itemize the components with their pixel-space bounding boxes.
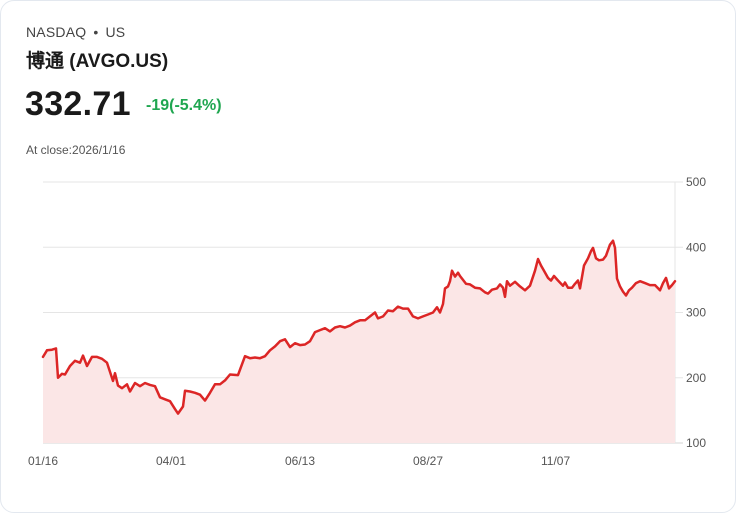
exchange-label: NASDAQ • US [26, 24, 125, 40]
close-timestamp: At close:2026/1/16 [26, 143, 126, 157]
x-tick-label: 04/01 [156, 454, 186, 468]
y-tick-label: 100 [686, 436, 706, 450]
exchange-name: NASDAQ [26, 24, 87, 40]
separator-dot: • [93, 24, 99, 40]
y-tick-label: 400 [686, 240, 706, 254]
stock-title: 博通 (AVGO.US) [26, 51, 169, 72]
current-price: 332.71 [25, 85, 131, 123]
region-name: US [105, 24, 126, 40]
y-tick-label: 500 [686, 175, 706, 189]
x-tick-label: 06/13 [285, 454, 315, 468]
price-change: -19(-5.4%) [146, 97, 222, 114]
y-tick-label: 300 [686, 306, 706, 320]
x-tick-label: 01/16 [28, 454, 58, 468]
y-tick-label: 200 [686, 371, 706, 385]
x-tick-label: 08/27 [413, 454, 443, 468]
x-axis: 01/16 04/01 06/13 08/27 11/07 [28, 454, 570, 468]
y-axis: 500 400 300 200 100 [686, 175, 706, 450]
price-area-fill [43, 240, 675, 443]
x-tick-label: 11/07 [541, 454, 570, 468]
price-line [41, 239, 677, 415]
